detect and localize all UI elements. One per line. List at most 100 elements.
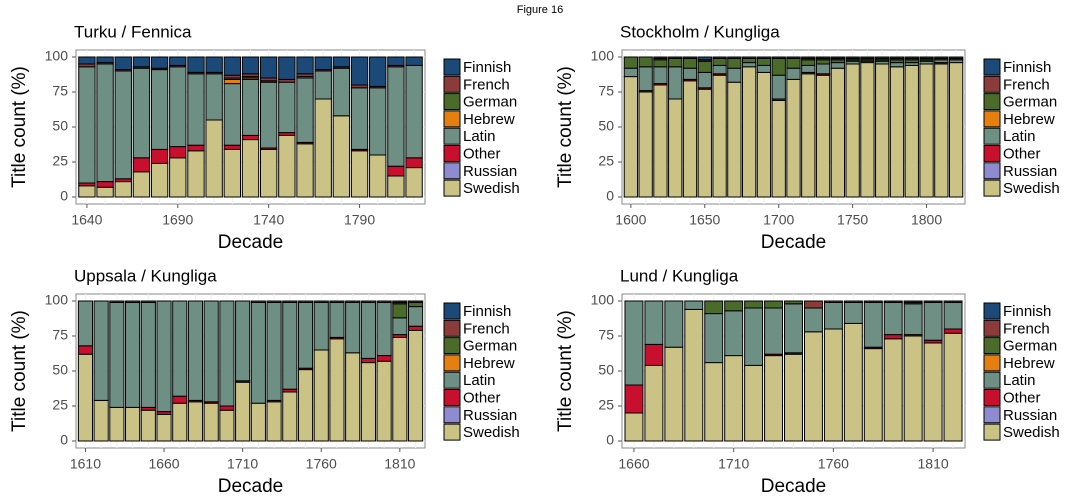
legend-key: [983, 110, 1001, 128]
figure-title: Figure 16: [517, 4, 563, 16]
legend-key: [983, 162, 1001, 180]
bar-segment: [314, 98, 332, 198]
bar-segment: [741, 62, 757, 68]
bar-segment: [756, 64, 772, 73]
legend-label: German: [463, 94, 517, 111]
bar-segment: [803, 307, 823, 333]
bar-segment: [140, 409, 156, 442]
bar-segment: [297, 300, 314, 303]
bar-segment: [697, 88, 712, 198]
bar-segment: [684, 300, 704, 310]
legend-key: [443, 423, 461, 441]
bar-segment: [697, 56, 712, 61]
legend-label: French: [1003, 320, 1050, 337]
y-tick-label: 100: [45, 292, 69, 308]
bar-segment: [156, 300, 172, 413]
bar-segment: [704, 313, 724, 364]
y-tick-label: 50: [52, 118, 68, 134]
bar-segment: [282, 301, 298, 390]
legend-label: French: [463, 76, 510, 93]
bar-segment: [764, 300, 784, 309]
bar-segment: [132, 67, 151, 159]
bar-segment: [392, 300, 408, 303]
bar-segment: [345, 301, 361, 354]
y-tick-label: 75: [52, 327, 68, 343]
bar-segment: [407, 300, 424, 303]
bar-segment: [360, 301, 376, 359]
bar-segment: [150, 56, 169, 69]
bar-segment: [203, 300, 219, 403]
bar-segment: [830, 67, 846, 198]
bar-segment: [623, 56, 639, 69]
x-tick-label: 1700: [763, 212, 794, 228]
y-tick-label: 0: [60, 188, 68, 204]
bar-segment: [405, 64, 423, 159]
legend-label: Hebrew: [1003, 111, 1055, 128]
bar-segment: [883, 301, 903, 336]
bar-segment: [883, 338, 903, 442]
bar-segment: [644, 343, 664, 366]
bar-segment: [724, 355, 744, 442]
bar-segment: [125, 406, 141, 442]
bar-segment: [313, 301, 329, 351]
bar-segment: [250, 301, 266, 404]
x-tick-label: 1810: [384, 456, 415, 472]
bar-segment: [332, 115, 351, 198]
bar-segment: [664, 346, 684, 442]
y-axis-label: Title count (%): [9, 310, 30, 432]
bar-segment: [405, 157, 423, 169]
bar-segment: [764, 355, 784, 442]
bar-segment: [392, 303, 408, 319]
bar-segment: [78, 66, 96, 184]
panel-title: Stockholm / Kungliga: [620, 22, 780, 41]
x-tick-label: 1710: [718, 456, 749, 472]
bar-segment: [823, 328, 843, 442]
bar-segment: [314, 56, 332, 71]
x-tick-label: 1810: [918, 456, 949, 472]
bar-segment: [360, 300, 376, 303]
bar-segment: [724, 300, 744, 312]
bar-segment: [172, 300, 188, 397]
bar-segment: [109, 406, 125, 442]
legend-key: [443, 354, 461, 372]
bar-segment: [903, 300, 923, 303]
bar-segment: [250, 300, 266, 303]
bar-segment: [259, 56, 278, 79]
bar-segment: [392, 317, 408, 336]
bar-segment: [904, 64, 919, 198]
bar-segment: [653, 84, 668, 198]
bar-segment: [903, 303, 923, 336]
bar-segment: [744, 307, 764, 366]
legend-label: German: [463, 338, 517, 355]
bar-segment: [376, 300, 392, 303]
bar-segment: [697, 71, 712, 89]
bar-segment: [653, 59, 668, 68]
bar-segment: [205, 73, 223, 121]
bar-segment: [96, 56, 114, 64]
legend-label: Finnish: [1003, 59, 1051, 76]
bar-segment: [278, 56, 296, 80]
bar-segment: [259, 81, 278, 149]
y-axis-label: Title count (%): [555, 310, 576, 432]
x-tick-label: 1610: [70, 456, 101, 472]
y-tick-label: 75: [598, 83, 614, 99]
legend-label: Latin: [1003, 372, 1036, 389]
legend-label: Latin: [463, 372, 496, 389]
x-tick-label: 1740: [253, 212, 284, 228]
bar-segment: [727, 81, 742, 198]
legend-key: [443, 406, 461, 424]
bar-segment: [644, 364, 664, 442]
bar-segment: [282, 391, 298, 442]
bar-segment: [624, 412, 644, 442]
legend-key: [443, 145, 461, 162]
bar-segment: [219, 409, 235, 442]
bar-segment: [653, 56, 668, 59]
bar-segment: [682, 56, 698, 59]
bar-segment: [843, 301, 863, 324]
bar-segment: [266, 301, 282, 401]
bar-segment: [923, 301, 943, 341]
bar-segment: [668, 57, 683, 68]
y-tick-label: 0: [606, 432, 614, 448]
legend-key: [443, 75, 461, 93]
x-tick-label: 1750: [837, 212, 868, 228]
